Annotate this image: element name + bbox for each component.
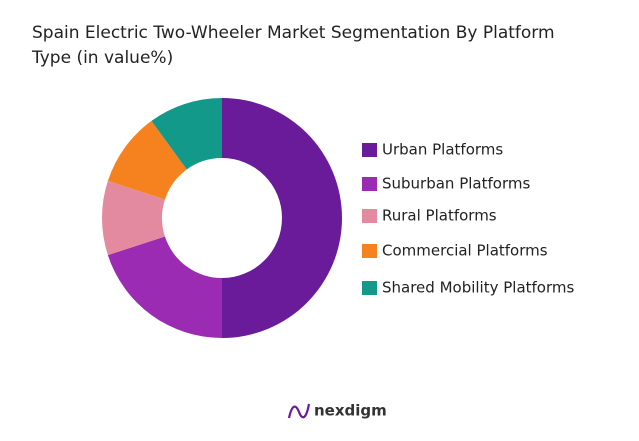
donut-slice xyxy=(151,98,222,170)
donut-slice xyxy=(101,180,165,256)
chart-title: Spain Electric Two-Wheeler Market Segmen… xyxy=(32,23,555,43)
legend-swatch xyxy=(362,143,377,157)
logo: nexdigm xyxy=(287,402,387,420)
legend-label: Urban Platforms xyxy=(382,141,503,159)
donut-slice xyxy=(107,120,187,200)
legend-swatch xyxy=(362,281,377,295)
legend-label: Rural Platforms xyxy=(382,207,497,225)
brand-name: nexdigm xyxy=(314,402,387,420)
donut-slice xyxy=(222,98,342,338)
legend-swatch xyxy=(362,209,377,223)
chart-title: Type (in value%) xyxy=(31,48,173,68)
logo-icon xyxy=(287,403,311,419)
legend-label: Suburban Platforms xyxy=(382,175,530,193)
legend-label: Commercial Platforms xyxy=(382,242,548,260)
legend-swatch xyxy=(362,177,377,191)
legend-label: Shared Mobility Platforms xyxy=(382,279,575,297)
legend-swatch xyxy=(362,244,377,258)
donut-slice xyxy=(107,236,222,338)
